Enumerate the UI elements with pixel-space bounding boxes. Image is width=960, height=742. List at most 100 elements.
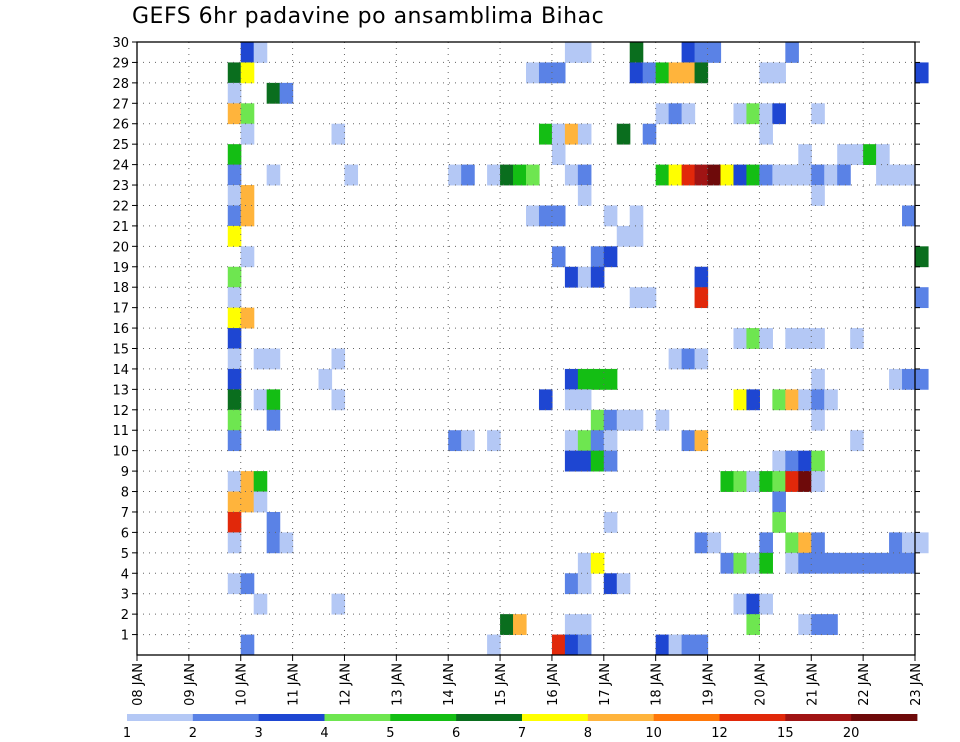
heatmap-cell [733, 471, 748, 492]
heatmap-cell [889, 532, 903, 554]
heatmap-cell [253, 348, 268, 370]
colorbar-segment [258, 714, 325, 721]
heatmap-cell [577, 450, 592, 472]
heatmap-cell [798, 614, 812, 635]
y-tick-label: 11 [112, 424, 129, 439]
heatmap-cell [785, 389, 799, 411]
heatmap-cell [720, 471, 735, 492]
heatmap-cell [694, 287, 709, 309]
y-tick-label: 16 [112, 322, 129, 337]
heatmap-cell [668, 348, 683, 370]
heatmap-cell [655, 164, 670, 186]
heatmap-cell [902, 552, 916, 574]
heatmap-cell [551, 62, 566, 84]
heatmap-cell [876, 164, 890, 186]
heatmap-cell [500, 164, 514, 186]
heatmap-cell [863, 552, 877, 574]
heatmap-cell [759, 328, 773, 349]
heatmap-cell [227, 532, 242, 554]
heatmap-cell [785, 42, 799, 63]
heatmap-cell [746, 614, 760, 635]
heatmap-cell [253, 389, 268, 411]
heatmap-cell [863, 144, 877, 165]
colorbar-segment [522, 714, 589, 721]
heatmap-cell [759, 62, 773, 84]
heatmap-cell [772, 62, 786, 84]
heatmap-cell [266, 532, 281, 554]
heatmap-cell [902, 368, 916, 390]
heatmap-cell [824, 389, 838, 411]
heatmap-cell [655, 103, 670, 125]
colorbar-label: 5 [386, 726, 394, 741]
x-tick-label: 10 JAN [235, 663, 250, 706]
colorbar-segment [785, 714, 852, 721]
heatmap-cell [629, 225, 644, 247]
heatmap-cell [629, 205, 644, 227]
heatmap-cell [746, 471, 760, 492]
heatmap-cell [694, 532, 709, 554]
heatmap-cell [240, 185, 255, 206]
chart-title: GEFS 6hr padavine po ansamblima Bihac [132, 4, 605, 29]
heatmap-cell [759, 532, 773, 554]
heatmap-cell [227, 307, 242, 329]
heatmap-cell [798, 471, 812, 492]
heatmap-cell [798, 164, 812, 186]
heatmap-cell [785, 532, 799, 554]
heatmap-cell [526, 164, 540, 186]
heatmap-cell [915, 246, 929, 268]
y-tick-label: 15 [112, 343, 129, 358]
heatmap-cell [733, 164, 748, 186]
colorbar-segment [587, 714, 655, 721]
heatmap-cell [227, 328, 242, 349]
heatmap-cell [811, 614, 825, 635]
heatmap-cell [266, 82, 281, 104]
heatmap-cell [733, 593, 748, 615]
heatmap-cell [746, 552, 760, 574]
y-tick-label: 1 [121, 629, 129, 644]
heatmap-cell [616, 409, 631, 431]
heatmap-cell [240, 246, 255, 268]
heatmap-cell [331, 593, 346, 615]
heatmap-cell [785, 471, 799, 492]
heatmap-cell [577, 614, 592, 635]
heatmap-cell [564, 450, 579, 472]
heatmap-cell [772, 491, 786, 513]
heatmap-cell [564, 389, 579, 411]
heatmap-cell [720, 552, 735, 574]
y-tick-label: 14 [112, 363, 129, 378]
x-tick-label: 16 JAN [546, 663, 561, 706]
heatmap-cell [266, 164, 281, 186]
heatmap-cell [227, 471, 242, 492]
heatmap-cell [603, 409, 618, 431]
colorbar-label: 10 [645, 726, 662, 741]
heatmap-cell [694, 164, 709, 186]
heatmap-cell [227, 368, 242, 390]
heatmap-cell [266, 348, 281, 370]
heatmap-cell [837, 164, 851, 186]
heatmap-cell [564, 164, 579, 186]
heatmap-cell [824, 614, 838, 635]
heatmap-cell [694, 430, 709, 452]
heatmap-cell [266, 409, 281, 431]
heatmap-cell [694, 266, 709, 288]
heatmap-cell [577, 185, 592, 206]
heatmap-cell [564, 430, 579, 452]
heatmap-cell [538, 62, 553, 84]
heatmap-cell [811, 328, 825, 349]
heatmap-cell [759, 164, 773, 186]
heatmap-cell [603, 368, 618, 390]
heatmap-cell [590, 246, 605, 268]
grid [137, 41, 915, 655]
heatmap-cell [551, 144, 566, 165]
heatmap-cell [668, 634, 683, 656]
heatmap-cell [603, 430, 618, 452]
heatmap-cell [694, 348, 709, 370]
heatmap-cell [227, 205, 242, 227]
heatmap-cell [850, 430, 864, 452]
heatmap-cell [227, 164, 242, 186]
heatmap-cell [850, 328, 864, 349]
heatmap-cell [564, 573, 579, 595]
x-tick-label: 21 JAN [805, 663, 820, 706]
x-tick-label: 15 JAN [494, 663, 509, 706]
y-tick-label: 29 [112, 56, 129, 71]
